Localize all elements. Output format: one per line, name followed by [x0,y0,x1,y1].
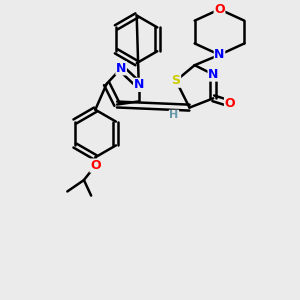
Text: N: N [116,62,126,75]
Text: O: O [214,3,225,16]
Text: S: S [172,74,181,87]
Text: H: H [169,110,178,120]
Text: O: O [224,97,235,110]
Text: N: N [208,68,218,81]
Text: N: N [134,78,144,91]
Text: O: O [90,159,101,172]
Text: N: N [214,48,225,61]
